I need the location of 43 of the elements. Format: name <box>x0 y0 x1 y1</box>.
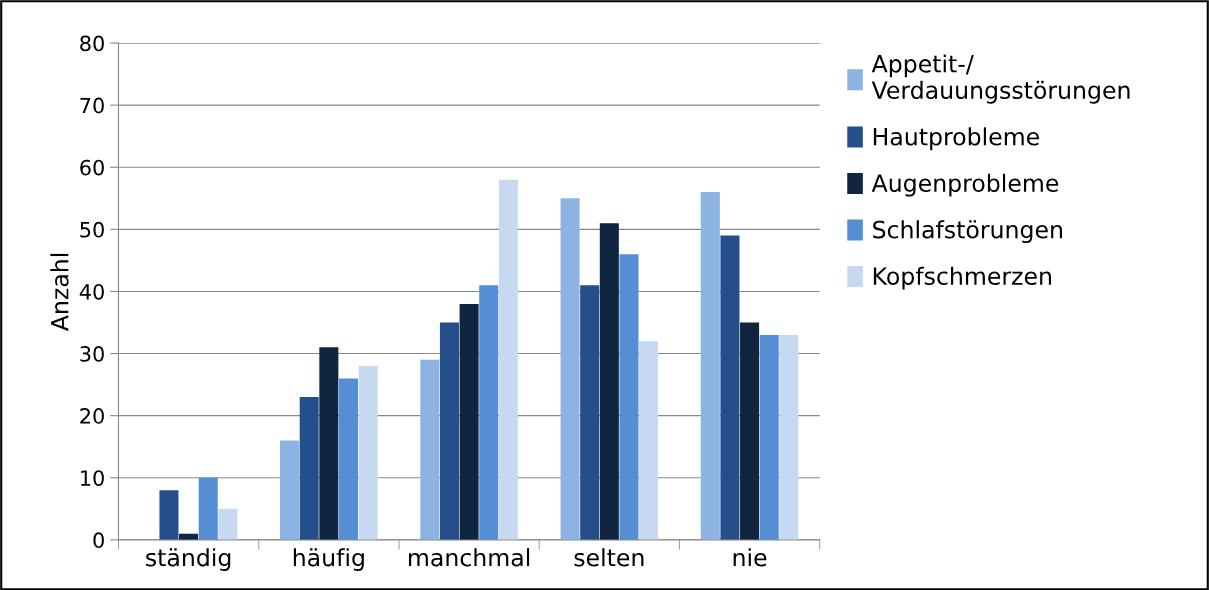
bar <box>439 322 459 540</box>
legend-label: Kopfschmerzen <box>873 266 1051 290</box>
y-tick-label: 40 <box>79 283 104 300</box>
y-tick-label: 0 <box>93 532 104 549</box>
legend-label: Hautprobleme <box>873 127 1039 151</box>
y-tick-label: 70 <box>80 97 104 114</box>
bar <box>159 490 179 540</box>
bar <box>779 334 799 540</box>
bar <box>580 285 600 540</box>
x-tick-label: häufig <box>293 548 364 572</box>
x-tick-label: manchmal <box>409 548 530 567</box>
y-axis-title: Anzahl <box>50 253 69 332</box>
y-tick-label: 80 <box>80 35 104 52</box>
legend-label: Augenprobleme <box>871 173 1059 197</box>
y-tick-label: 60 <box>80 159 104 176</box>
bar <box>280 440 300 540</box>
bar <box>599 223 619 540</box>
bar <box>560 198 580 540</box>
bar <box>639 341 659 540</box>
bar <box>720 235 740 540</box>
bar <box>459 303 479 540</box>
bar <box>299 397 319 540</box>
x-tick-label: ständig <box>146 548 231 572</box>
bar <box>759 334 779 540</box>
x-tick-label: selten <box>574 548 644 567</box>
legend-label: Appetit-/ Verdauungsstörungen <box>871 54 1130 104</box>
bar <box>338 378 358 540</box>
legend-label: Schlafstörungen <box>873 220 1062 244</box>
bar <box>740 322 760 540</box>
bar <box>420 359 440 540</box>
y-tick-label: 10 <box>81 470 104 486</box>
y-tick-label: 50 <box>80 221 104 238</box>
bar <box>619 254 639 540</box>
bar <box>198 477 218 540</box>
bar <box>218 508 238 540</box>
y-tick-label: 30 <box>80 346 104 362</box>
y-tick-label: 20 <box>80 408 104 424</box>
x-tick-label: nie <box>733 548 767 567</box>
bar <box>319 347 339 540</box>
bar <box>498 179 518 540</box>
bar <box>358 365 378 540</box>
bar <box>479 285 499 540</box>
bar <box>700 192 720 540</box>
